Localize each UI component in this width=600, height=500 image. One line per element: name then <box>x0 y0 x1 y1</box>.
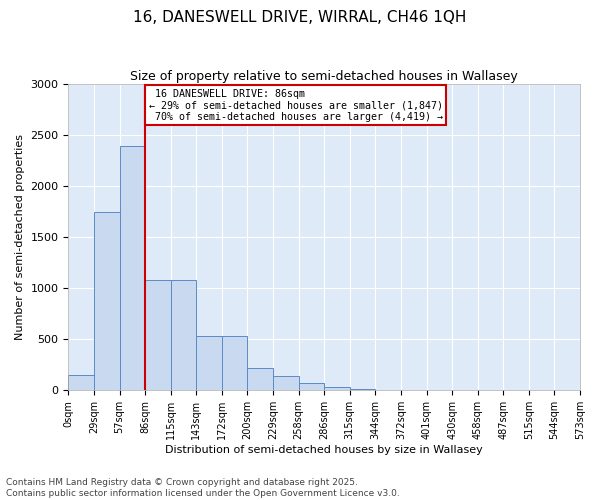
Bar <box>196 336 222 390</box>
Text: 16 DANESWELL DRIVE: 86sqm
← 29% of semi-detached houses are smaller (1,847)
 70%: 16 DANESWELL DRIVE: 86sqm ← 29% of semi-… <box>149 89 443 122</box>
Bar <box>68 374 94 390</box>
Bar <box>222 336 247 390</box>
Text: Contains HM Land Registry data © Crown copyright and database right 2025.
Contai: Contains HM Land Registry data © Crown c… <box>6 478 400 498</box>
Title: Size of property relative to semi-detached houses in Wallasey: Size of property relative to semi-detach… <box>130 70 518 83</box>
Bar <box>273 376 299 390</box>
Bar <box>350 389 376 390</box>
Bar <box>247 368 273 390</box>
Bar <box>171 280 196 390</box>
Bar <box>299 382 324 390</box>
Text: 16, DANESWELL DRIVE, WIRRAL, CH46 1QH: 16, DANESWELL DRIVE, WIRRAL, CH46 1QH <box>133 10 467 25</box>
Bar <box>94 212 119 390</box>
Bar <box>145 280 171 390</box>
Bar <box>119 146 145 390</box>
X-axis label: Distribution of semi-detached houses by size in Wallasey: Distribution of semi-detached houses by … <box>166 445 483 455</box>
Y-axis label: Number of semi-detached properties: Number of semi-detached properties <box>15 134 25 340</box>
Bar <box>324 388 350 390</box>
